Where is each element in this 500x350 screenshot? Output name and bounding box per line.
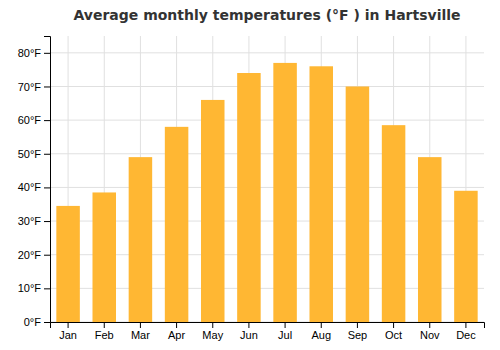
tick: Apr: [168, 322, 185, 341]
tick: Aug: [311, 322, 331, 341]
tick: Jan: [59, 322, 77, 341]
tick-mark: [44, 53, 50, 54]
tick-mark: [212, 322, 213, 328]
tick-mark: [176, 322, 177, 328]
tick-mark: [357, 322, 358, 328]
grid-line: [50, 86, 484, 87]
bar: [382, 125, 406, 322]
axis-line: [51, 323, 485, 329]
tick-label: 40°F: [18, 181, 42, 193]
tick: 0°F: [24, 316, 50, 328]
tick: 80°F: [18, 47, 50, 59]
tick: Jun: [240, 322, 258, 341]
bar: [165, 127, 189, 322]
axis-line: [44, 37, 51, 323]
tick: Sep: [348, 322, 368, 341]
tick: Feb: [95, 322, 114, 341]
tick: 70°F: [18, 80, 50, 92]
tick-mark: [465, 322, 466, 328]
tick: 50°F: [18, 148, 50, 160]
tick-mark: [44, 154, 50, 155]
tick-label: Nov: [420, 329, 440, 341]
tick: May: [202, 322, 223, 341]
tick-mark: [44, 221, 50, 222]
tick: 20°F: [18, 249, 50, 261]
tick-label: Aug: [311, 329, 331, 341]
tick-mark: [44, 187, 50, 188]
tick-label: Feb: [95, 329, 114, 341]
tick-label: Apr: [168, 329, 185, 341]
tick: Jul: [278, 322, 292, 341]
tick-mark: [44, 255, 50, 256]
tick: 10°F: [18, 282, 50, 294]
tick-label: Sep: [348, 329, 368, 341]
tick-label: Jul: [278, 329, 292, 341]
tick-mark: [44, 288, 50, 289]
bar: [92, 192, 116, 322]
tick: 30°F: [18, 215, 50, 227]
tick-label: 70°F: [18, 80, 42, 92]
tick-mark: [393, 322, 394, 328]
bar: [418, 157, 442, 322]
tick-label: Jan: [59, 329, 77, 341]
tick-mark: [429, 322, 430, 328]
bar: [346, 86, 370, 322]
bar: [129, 157, 153, 322]
tick-mark: [104, 322, 105, 328]
plot: Jan Feb Mar Apr May Jun Jul Aug Sep Oct Nov Dec 0°F 1…: [18, 36, 485, 341]
tick: 40°F: [18, 181, 50, 193]
grid-line: [50, 153, 484, 154]
grid: [50, 36, 484, 322]
chart: Jan Feb Mar Apr May Jun Jul Aug Sep Oct Nov Dec 0°F 1…: [0, 0, 500, 350]
bars: [56, 63, 477, 322]
x-axis: Jan Feb Mar Apr May Jun Jul Aug Sep Oct Nov Dec: [51, 322, 485, 341]
tick-label: 10°F: [18, 282, 42, 294]
tick-label: Oct: [385, 329, 402, 341]
tick-label: Dec: [456, 329, 476, 341]
tick-mark: [285, 322, 286, 328]
tick-mark: [44, 86, 50, 87]
tick-label: 50°F: [18, 148, 42, 160]
bar: [309, 66, 333, 322]
tick-label: 80°F: [18, 47, 42, 59]
bar: [201, 100, 225, 322]
tick-mark: [44, 322, 50, 323]
bar: [237, 73, 261, 322]
bar: [56, 206, 80, 322]
tick: 60°F: [18, 114, 50, 126]
tick: Oct: [385, 322, 402, 341]
grid-line: [50, 120, 484, 121]
bar: [454, 191, 478, 322]
y-axis: 0°F 10°F 20°F 30°F 40°F 50°F 60°F 70°F 80°F: [18, 37, 51, 329]
tick-mark: [44, 120, 50, 121]
bar: [273, 63, 297, 322]
tick-label: Jun: [240, 329, 258, 341]
tick-label: 60°F: [18, 114, 42, 126]
tick-label: Mar: [131, 329, 150, 341]
tick: Dec: [456, 322, 476, 341]
title: Average monthly temperatures (°F ) in Ha…: [73, 7, 460, 23]
tick-mark: [68, 322, 69, 328]
tick-label: 0°F: [24, 316, 42, 328]
tick: Mar: [131, 322, 150, 341]
tick-label: 20°F: [18, 249, 42, 261]
tick-label: 30°F: [18, 215, 42, 227]
tick-mark: [321, 322, 322, 328]
tick-label: May: [202, 329, 223, 341]
tick-mark: [248, 322, 249, 328]
tick-mark: [140, 322, 141, 328]
grid-line: [50, 52, 484, 53]
tick: Nov: [420, 322, 440, 341]
